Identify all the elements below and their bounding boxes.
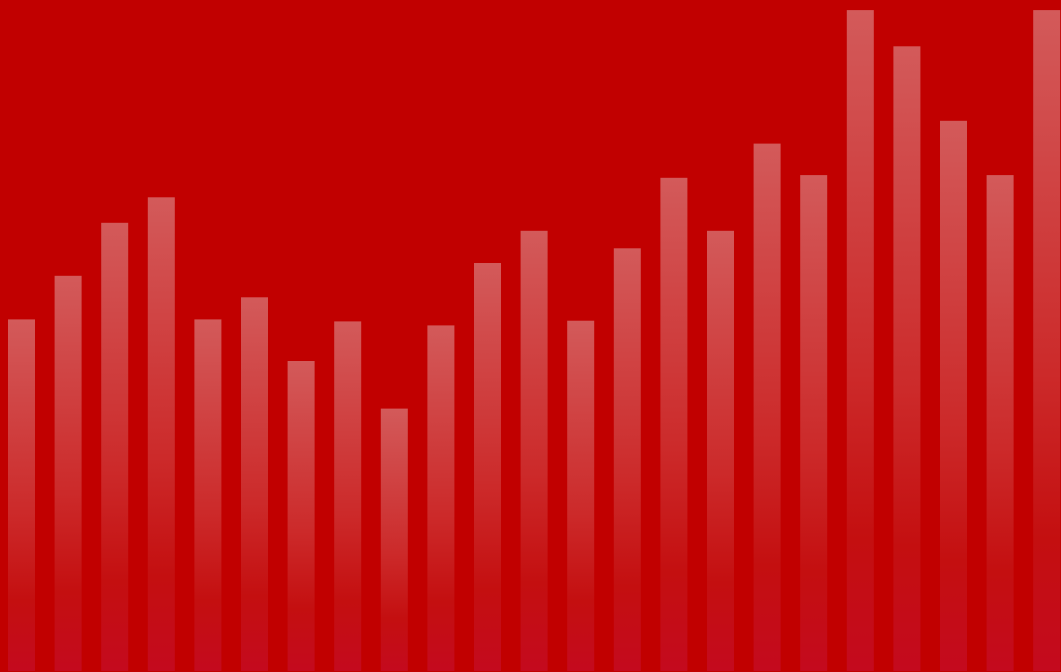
bar-19 <box>846 10 874 672</box>
bar-18 <box>800 175 828 671</box>
bar-11 <box>474 263 501 671</box>
bar-1 <box>8 319 35 671</box>
bar-8 <box>334 321 362 671</box>
bar-6 <box>241 297 268 671</box>
bar-4 <box>147 197 175 672</box>
bar-10 <box>427 325 455 671</box>
bar-20 <box>893 46 921 672</box>
bar-14 <box>613 248 641 672</box>
bar-7 <box>287 361 315 671</box>
bar-3 <box>101 222 129 672</box>
bar-21 <box>940 120 967 672</box>
bar-15 <box>660 177 688 672</box>
bar-16 <box>707 230 734 672</box>
bar-22 <box>986 175 1014 671</box>
bar-13 <box>567 320 595 671</box>
bar-series <box>8 10 1061 672</box>
bar-23 <box>1033 10 1061 672</box>
bar-12 <box>520 230 548 672</box>
bar-5 <box>194 319 222 671</box>
bar-9 <box>380 408 408 671</box>
bar-2 <box>54 275 82 671</box>
bar-17 <box>753 143 781 672</box>
